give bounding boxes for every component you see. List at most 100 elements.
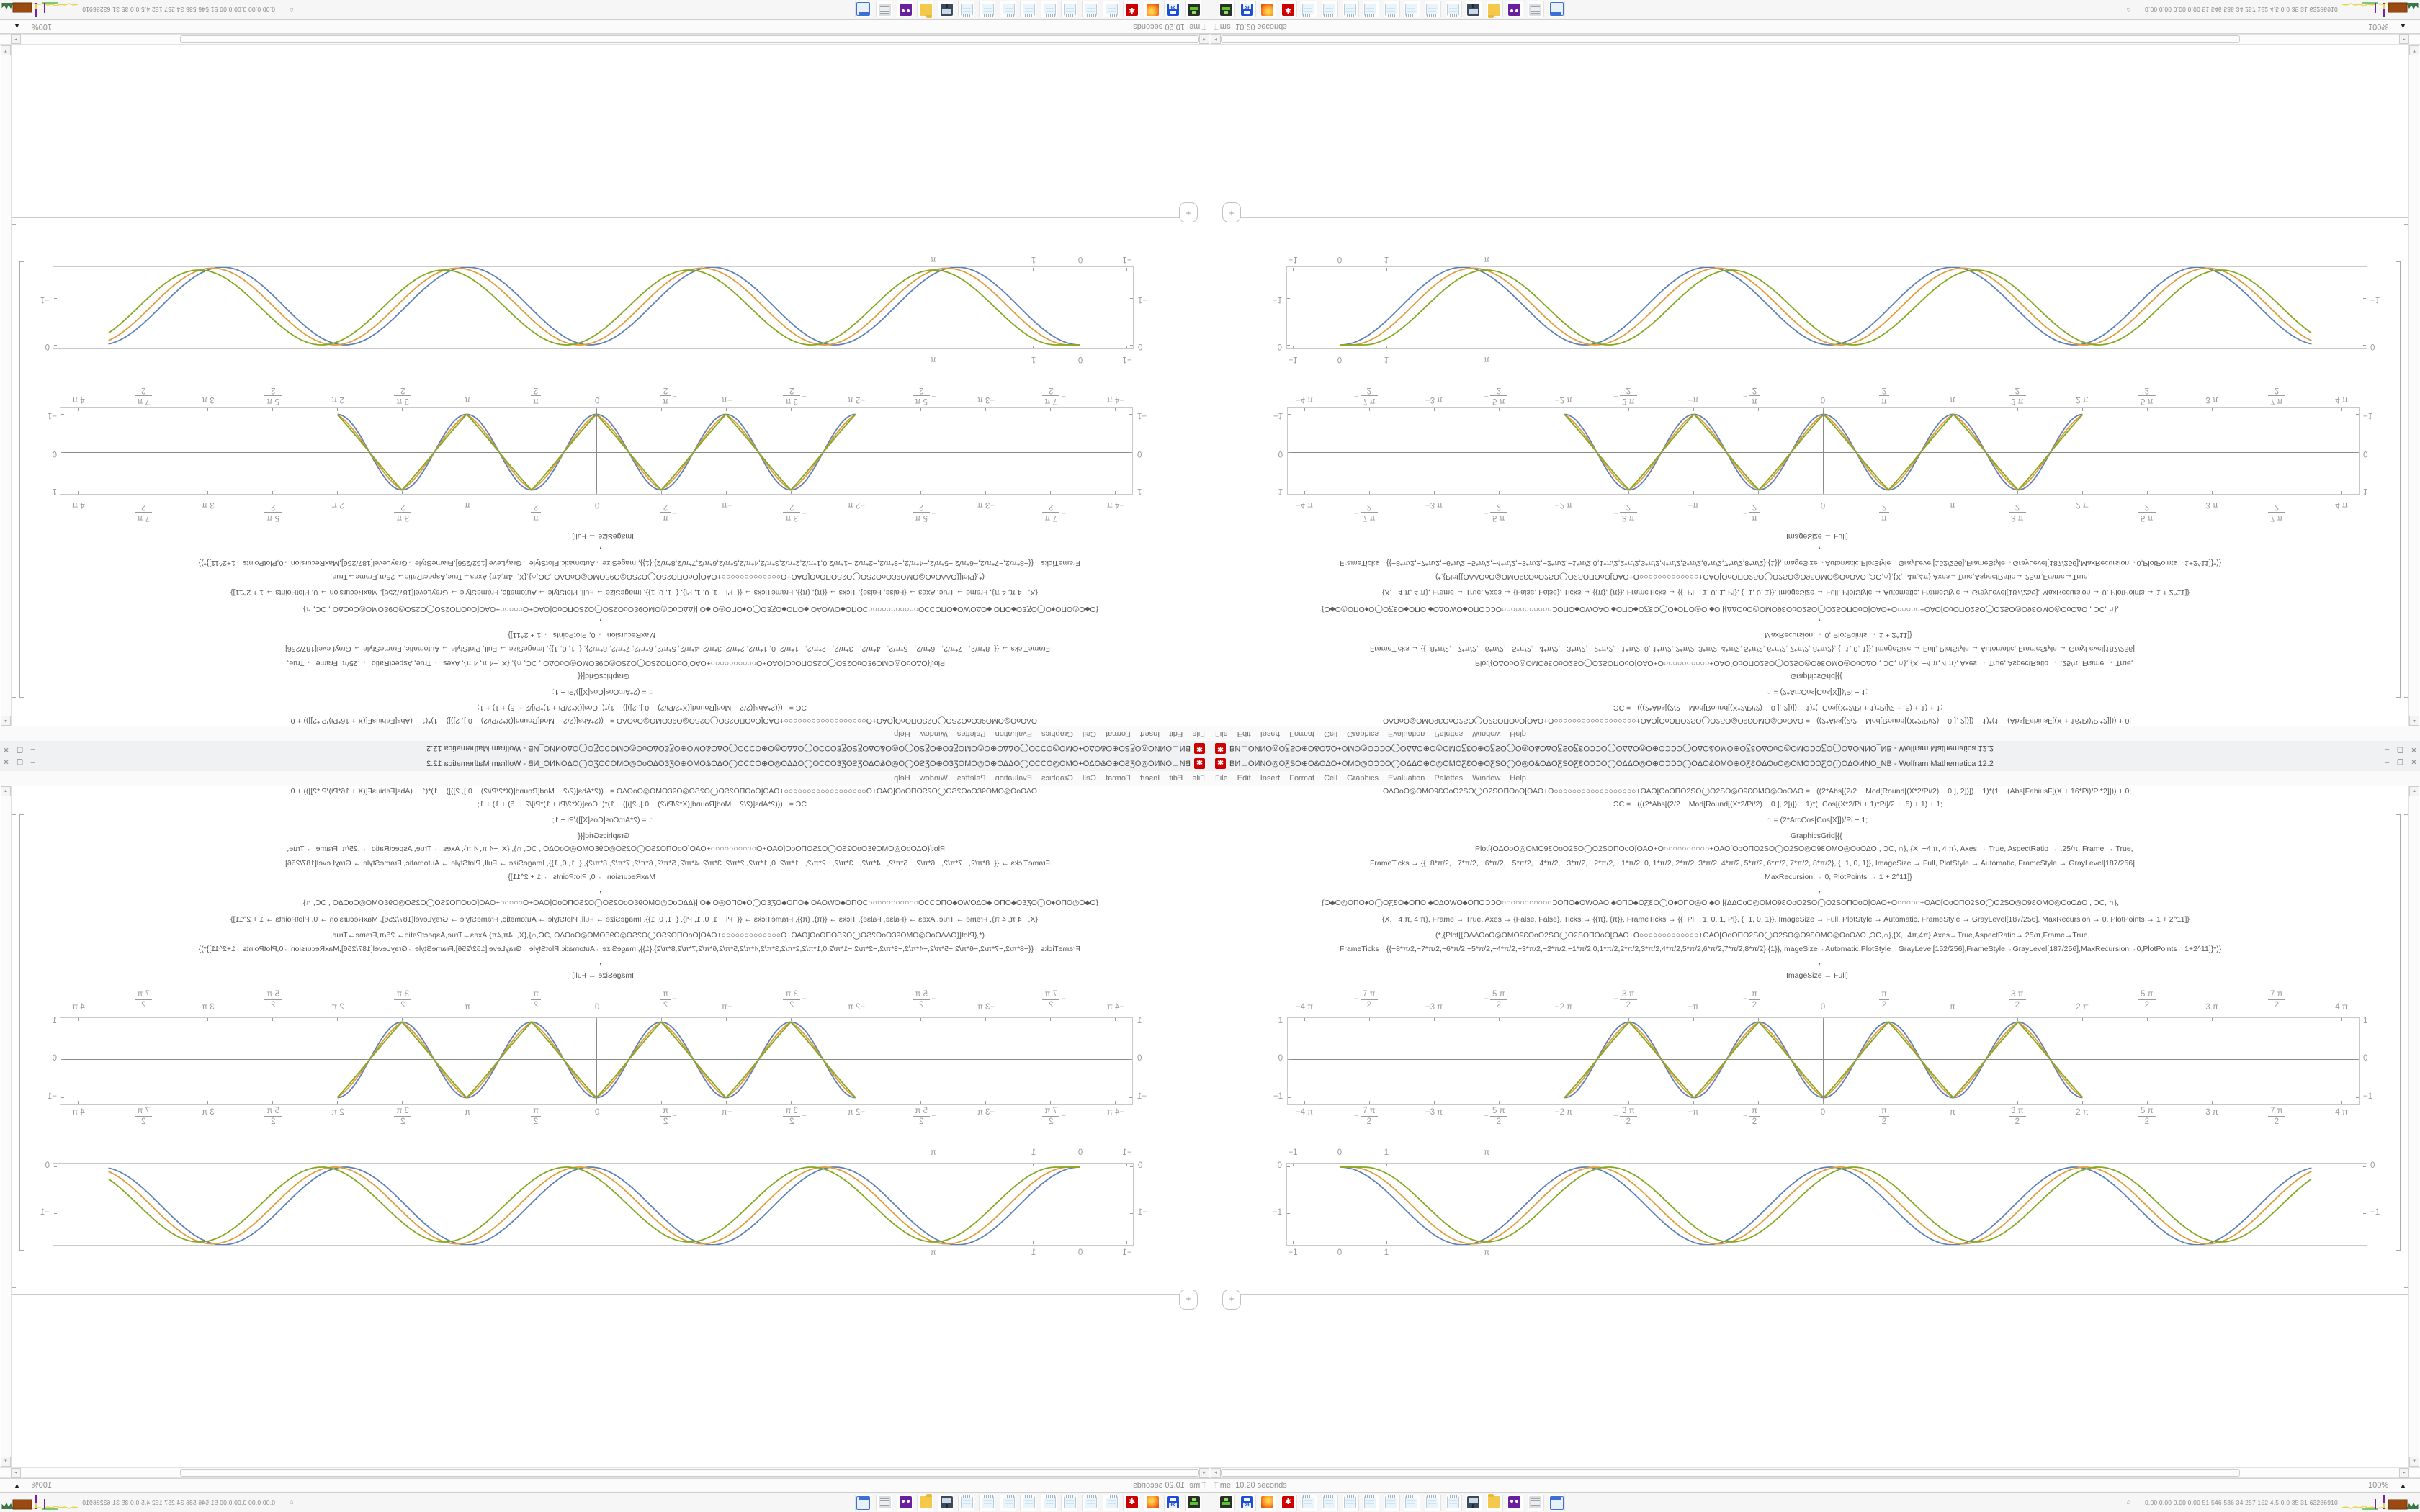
taskbar-icon-notepad[interactable] xyxy=(1061,1495,1078,1511)
menu-help[interactable]: Help xyxy=(1510,774,1526,783)
taskbar-icon-scroll[interactable] xyxy=(1528,1495,1544,1511)
taskbar-icon-scroll[interactable] xyxy=(1528,1,1544,17)
code-row-4[interactable]: GraphicsGrid[{{ xyxy=(578,832,629,840)
taskbar-icon-mathematica[interactable]: ✱ xyxy=(1123,1,1140,17)
code-row-3[interactable]: ∩ = (2*ArcCos[Cos[X]])/Pi − 1; xyxy=(1766,688,1868,696)
code-row-14[interactable]: ImageSize → Full] xyxy=(1786,971,1848,980)
taskbar-icon-folder[interactable] xyxy=(917,1,934,18)
taskbar-icon-window-blue[interactable] xyxy=(855,1,872,17)
code-row-1[interactable]: ΟΔΟοΟ◎ΟΜΟ9ƐΟοΟ2SΟ◯Ο2SΟΠΟοΟ[ΟΑΟ+Ο○○○○○○○○… xyxy=(288,787,1037,796)
code-row-11[interactable]: (*,{Plot[{ΟΔΔΟοΟ◎ΟΜΟ9ƐΟοΟ2SΟ◯Ο2SΟΠΟοΟ[ΟΑ… xyxy=(1435,931,2090,940)
cell-bracket-group[interactable] xyxy=(12,224,17,698)
menu-palettes[interactable]: Palettes xyxy=(956,729,986,738)
scroll-up-button[interactable]: ▴ xyxy=(1,716,11,726)
taskbar-icon-notepad[interactable] xyxy=(1342,1,1359,17)
magnification-menu-icon[interactable]: ▲ xyxy=(14,23,20,30)
cell-insert-line[interactable] xyxy=(1239,1294,2409,1295)
close-button[interactable]: ✕ xyxy=(2411,759,2417,767)
taskbar-icon-mathematica[interactable]: ✱ xyxy=(1123,1495,1140,1511)
menu-cell[interactable]: Cell xyxy=(1082,774,1096,783)
menu-window[interactable]: Window xyxy=(1472,774,1501,783)
menu-cell[interactable]: Cell xyxy=(1324,729,1338,738)
taskbar-icon-mathematica[interactable]: ✱ xyxy=(1280,1495,1297,1511)
menu-format[interactable]: Format xyxy=(1289,774,1315,783)
taskbar-icon-folder[interactable] xyxy=(1486,1,1503,18)
vertical-scrollbar[interactable]: ▴ ▾ xyxy=(1,45,12,726)
horizontal-scroll-thumb[interactable] xyxy=(1221,1469,2240,1477)
menu-window[interactable]: Window xyxy=(919,729,948,738)
new-cell-plus-button[interactable]: + xyxy=(1179,1290,1198,1310)
code-row-5[interactable]: Plot[{ΟΔΟοΟ◎ΟΜΟ9ƐΟοΟ2SΟ◯Ο2SΟΠΟοΟ[ΟΑΟ+Ο○○… xyxy=(1475,659,2133,667)
taskbar-icon-window-blue[interactable] xyxy=(1548,1495,1565,1511)
taskbar-icon-projector[interactable] xyxy=(937,1495,954,1511)
scroll-right-button[interactable]: ▸ xyxy=(2399,1468,2409,1478)
taskbar-icon-notepad[interactable] xyxy=(1404,1,1421,17)
taskbar-icon-notepad[interactable] xyxy=(979,1,995,17)
menu-help[interactable]: Help xyxy=(1510,729,1526,738)
close-button[interactable]: ✕ xyxy=(3,759,9,767)
horizontal-scroll-thumb[interactable] xyxy=(1221,35,2240,43)
taskbar-icon-notepad[interactable] xyxy=(1102,1,1119,17)
code-row-12[interactable]: FrameTicks→{{−8*π/2,−7*π/2,−6*π/2,−5*π/2… xyxy=(198,559,1080,567)
code-row-8[interactable]: , xyxy=(599,886,601,894)
code-row-10[interactable]: {X, −4 π, 4 π}, Frame → True, Axes → {Fa… xyxy=(1382,588,2190,597)
menu-edit[interactable]: Edit xyxy=(1169,774,1183,783)
vertical-scrollbar[interactable]: ▴ ▾ xyxy=(1,786,12,1467)
code-row-3[interactable]: ∩ = (2*ArcCos[Cos[X]])/Pi − 1; xyxy=(1766,816,1868,824)
menu-graphics[interactable]: Graphics xyxy=(1041,729,1073,738)
taskbar-icon-scroll[interactable] xyxy=(876,1495,892,1511)
taskbar-icon-notepad[interactable] xyxy=(1383,1,1400,17)
cell-insert-line[interactable] xyxy=(1239,217,2409,218)
taskbar-icon-folder[interactable] xyxy=(1486,1494,1503,1511)
horizontal-scrollbar[interactable]: ◂ ▸ xyxy=(0,1467,1210,1478)
scroll-right-button[interactable]: ▸ xyxy=(11,34,21,44)
horizontal-scrollbar[interactable]: ◂ ▸ xyxy=(1210,34,2420,45)
taskbar-icon-notepad[interactable] xyxy=(1082,1,1098,17)
taskbar-icon-notepad[interactable] xyxy=(1363,1495,1380,1511)
code-row-11[interactable]: (*,{Plot[{ΟΔΔΟοΟ◎ΟΜΟ9ƐΟοΟ2SΟ◯Ο2SΟΠΟοΟ[ΟΑ… xyxy=(1435,572,2090,581)
taskbar-icon-drive-green[interactable] xyxy=(1219,1,1235,17)
menu-palettes[interactable]: Palettes xyxy=(1434,774,1464,783)
code-row-7[interactable]: MaxRecursion → 0, PlotPoints → 1 + 2^11]… xyxy=(1765,873,1912,881)
menu-file[interactable]: File xyxy=(1192,729,1205,738)
code-row-6[interactable]: FrameTicks → {{−8*π/2, −7*π/2, −6*π/2, −… xyxy=(283,644,1050,653)
code-row-13[interactable]: , xyxy=(1819,958,1821,966)
taskbar-icon-notepad[interactable] xyxy=(1020,1,1037,17)
window-titlebar[interactable]: ✱ ВИ∟ОИNО◎ОƸSО⊕О&ОΔО+ОΜО◎ОƆƆО◯ОΔΔО⊕О◎ОΜО… xyxy=(0,756,1210,772)
taskbar-icon-firefox[interactable] xyxy=(1143,1,1160,17)
taskbar-icon-mathematica[interactable]: ✱ xyxy=(1280,1,1297,17)
vertical-scrollbar[interactable]: ▴ ▾ xyxy=(2408,786,2419,1467)
menu-palettes[interactable]: Palettes xyxy=(956,774,986,783)
code-row-5[interactable]: Plot[{ΟΔΟοΟ◎ΟΜΟ9ƐΟοΟ2SΟ◯Ο2SΟΠΟοΟ[ΟΑΟ+Ο○○… xyxy=(287,845,945,853)
code-row-3[interactable]: ∩ = (2*ArcCos[Cos[X]])/Pi − 1; xyxy=(552,816,654,824)
code-row-14[interactable]: ImageSize → Full] xyxy=(572,971,634,980)
menu-graphics[interactable]: Graphics xyxy=(1041,774,1073,783)
taskbar-icon-notepad[interactable] xyxy=(1425,1,1441,17)
taskbar-icon-projector[interactable] xyxy=(1466,1495,1483,1511)
taskbar-icon-notepad[interactable] xyxy=(979,1495,995,1511)
restore-button[interactable]: ❐ xyxy=(17,745,23,753)
taskbar-icon-notepad[interactable] xyxy=(1322,1495,1338,1511)
taskbar-icon-firefox[interactable] xyxy=(1260,1,1277,17)
menu-insert[interactable]: Insert xyxy=(1139,729,1160,738)
taskbar-icon-floppy-64[interactable]: 64 xyxy=(1164,1495,1181,1511)
code-row-4[interactable]: GraphicsGrid[{{ xyxy=(1791,832,1842,840)
code-row-3[interactable]: ∩ = (2*ArcCos[Cos[X]])/Pi − 1; xyxy=(552,688,654,696)
window-titlebar[interactable]: ✱ ВИ∟ОИNО◎ОƸSО⊕О&ОΔО+ОΜО◎ОƆƆО◯ОΔΔО⊕О◎ОΜО… xyxy=(1210,740,2420,756)
menu-edit[interactable]: Edit xyxy=(1237,729,1251,738)
code-row-2[interactable]: ƆC = −(((2*Abs[(2/2 − Mod[Round[(X*2/Pi/… xyxy=(1613,703,1942,712)
code-row-6[interactable]: FrameTicks → {{−8*π/2, −7*π/2, −6*π/2, −… xyxy=(1370,644,2137,653)
code-row-9[interactable]: {Ο♣Ο◎ΟΠΟ♦Ο◯ΟƸƐΟ♣ΟΠΟ ♣ΟΔΟWΟ♣ΟΠΟƆƆΟ○○○○○○○… xyxy=(1322,605,2119,613)
taskbar-icon-projector[interactable] xyxy=(1466,1,1483,17)
taskbar-icon-notepad[interactable] xyxy=(1061,1,1078,17)
minimize-button[interactable]: – xyxy=(2385,759,2390,767)
menu-cell[interactable]: Cell xyxy=(1324,774,1338,783)
magnification-label[interactable]: 100% xyxy=(2368,1481,2389,1490)
code-row-4[interactable]: GraphicsGrid[{{ xyxy=(578,672,629,680)
code-row-7[interactable]: MaxRecursion → 0, PlotPoints → 1 + 2^11]… xyxy=(1765,631,1912,639)
code-row-6[interactable]: FrameTicks → {{−8*π/2, −7*π/2, −6*π/2, −… xyxy=(1370,859,2137,868)
code-row-13[interactable]: , xyxy=(1819,546,1821,554)
taskbar-icon-notepad[interactable] xyxy=(1040,1495,1057,1511)
restore-button[interactable]: ❐ xyxy=(17,759,23,767)
code-row-1[interactable]: ΟΔΟοΟ◎ΟΜΟ9ƐΟοΟ2SΟ◯Ο2SΟΠΟοΟ[ΟΑΟ+Ο○○○○○○○○… xyxy=(1383,787,2132,796)
